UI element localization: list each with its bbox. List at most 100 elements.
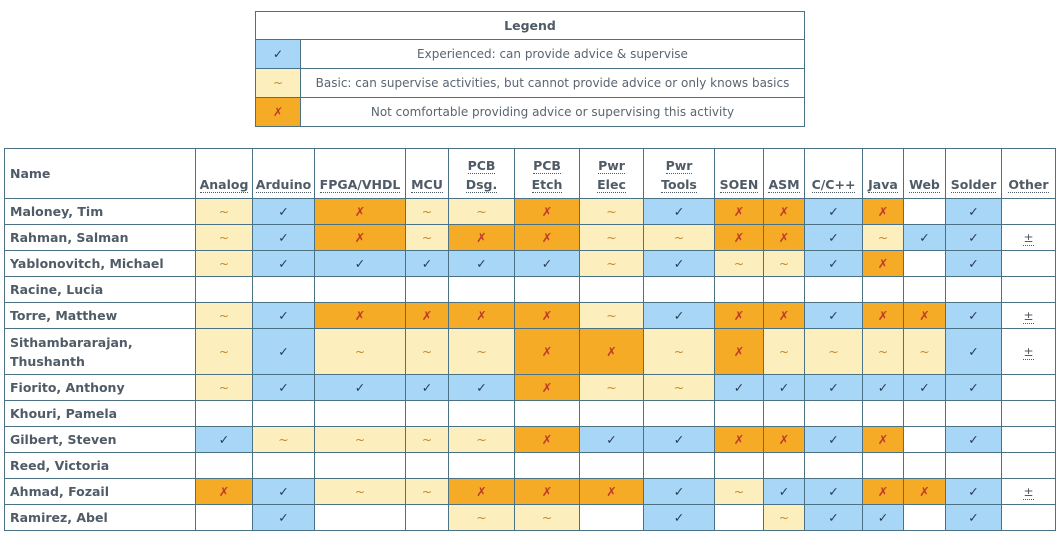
skill-cell-arduino-empty (252, 400, 315, 427)
skill-cell-soen-not-comfortable: ✗ (714, 198, 764, 225)
skill-cell-java-basic: ~ (862, 224, 904, 251)
skill-cell-web-not-comfortable: ✗ (903, 302, 946, 329)
column-header-label: Arduino (255, 177, 312, 193)
column-header-other[interactable]: Other (1001, 148, 1056, 199)
skill-cell-mcu-empty (405, 276, 449, 303)
skill-cell-pcbetch-not-comfortable: ✗ (514, 328, 580, 375)
legend-swatch-basic: ~ (255, 68, 301, 98)
other-skills-tooltip[interactable]: ± (1023, 485, 1034, 500)
column-header-pcbetch[interactable]: PCB Etch (514, 148, 580, 199)
skill-cell-soen-not-comfortable: ✗ (714, 426, 764, 453)
skill-cell-asm-basic: ~ (763, 250, 805, 277)
skill-cell-soen-experienced: ✓ (714, 374, 764, 401)
skill-cell-mcu-basic: ~ (405, 478, 449, 505)
column-header-solder[interactable]: Solder (945, 148, 1002, 199)
skill-cell-pcbetch-not-comfortable: ✗ (514, 426, 580, 453)
column-header-label: Analog (199, 177, 249, 193)
skill-cell-arduino-basic: ~ (252, 426, 315, 453)
other-skills-tooltip[interactable]: ± (1023, 309, 1034, 324)
member-name: Ramirez, Abel (4, 504, 196, 531)
skill-cell-mcu-empty (405, 452, 449, 479)
column-header-asm[interactable]: ASM (763, 148, 805, 199)
column-header-java[interactable]: Java (862, 148, 904, 199)
skill-cell-solder-empty (945, 400, 1002, 427)
skill-cell-analog-not-comfortable: ✗ (195, 478, 253, 505)
skill-cell-web-empty (903, 198, 946, 225)
skill-cell-mcu-empty (405, 504, 449, 531)
skill-cell-soen-basic: ~ (714, 250, 764, 277)
skill-cell-pwrelec-basic: ~ (579, 374, 644, 401)
skill-cell-solder-experienced: ✓ (945, 504, 1002, 531)
table-row: Gilbert, Steven ✓ ~ ~ ~ ~ ✗ ✓ ✓ ✗ ✗ ✓ ✗ ✓ (4, 426, 1056, 453)
member-name: Gilbert, Steven (4, 426, 196, 453)
column-header-ccpp[interactable]: C/C++ (804, 148, 863, 199)
skill-cell-asm-experienced: ✓ (763, 374, 805, 401)
skill-cell-analog-experienced: ✓ (195, 426, 253, 453)
skill-cell-asm-empty (763, 276, 805, 303)
column-header-label: Java (868, 177, 898, 193)
skill-cell-pcbetch-basic: ~ (514, 504, 580, 531)
column-header-pwrtools[interactable]: Pwr Tools (643, 148, 715, 199)
table-row: Maloney, Tim ~ ✓ ✗ ~ ~ ✗ ~ ✓ ✗ ✗ ✓ ✗ ✓ (4, 198, 1056, 225)
skill-cell-asm-basic: ~ (763, 328, 805, 375)
column-header-web[interactable]: Web (903, 148, 946, 199)
skill-cell-pcbetch-not-comfortable: ✗ (514, 198, 580, 225)
skill-cell-mcu-basic: ~ (405, 328, 449, 375)
skill-cell-pcbetch-not-comfortable: ✗ (514, 302, 580, 329)
column-header-mcu[interactable]: MCU (405, 148, 449, 199)
skill-cell-solder-experienced: ✓ (945, 302, 1002, 329)
column-header-fpga[interactable]: FPGA/VHDL (314, 148, 406, 199)
skill-cell-other-other[interactable]: ± (1001, 328, 1056, 375)
skill-cell-soen-empty (714, 452, 764, 479)
skill-cell-other-other[interactable]: ± (1001, 224, 1056, 251)
column-header-arduino[interactable]: Arduino (252, 148, 315, 199)
other-skills-tooltip[interactable]: ± (1023, 345, 1034, 360)
legend-swatch-not-comfortable: ✗ (255, 97, 301, 127)
skill-cell-pwrelec-empty (579, 276, 644, 303)
skill-cell-arduino-empty (252, 452, 315, 479)
column-header-pwrelec[interactable]: Pwr Elec (579, 148, 644, 199)
skill-cell-analog-empty (195, 276, 253, 303)
column-header-pcbdsg[interactable]: PCB Dsg. (448, 148, 515, 199)
skill-cell-web-experienced: ✓ (903, 374, 946, 401)
skill-cell-other-other[interactable]: ± (1001, 478, 1056, 505)
table-row: Ramirez, Abel ✓ ~ ~ ✓ ~ ✓ ✓ ✓ (4, 504, 1056, 531)
skill-cell-pwrtools-empty (643, 276, 715, 303)
skill-cell-other-other[interactable]: ± (1001, 302, 1056, 329)
skill-cell-analog-empty (195, 452, 253, 479)
skill-cell-analog-basic: ~ (195, 198, 253, 225)
skill-cell-pwrtools-empty (643, 400, 715, 427)
skill-cell-pwrelec-not-comfortable: ✗ (579, 328, 644, 375)
skill-cell-fpga-basic: ~ (314, 328, 406, 375)
skill-cell-web-empty (903, 504, 946, 531)
other-skills-tooltip[interactable]: ± (1023, 231, 1034, 246)
skill-cell-mcu-not-comfortable: ✗ (405, 302, 449, 329)
skill-cell-ccpp-experienced: ✓ (804, 198, 863, 225)
column-header-soen[interactable]: SOEN (714, 148, 764, 199)
skill-cell-ccpp-experienced: ✓ (804, 302, 863, 329)
skill-cell-pcbdsg-empty (448, 400, 515, 427)
skill-cell-pcbdsg-basic: ~ (448, 198, 515, 225)
skill-cell-java-not-comfortable: ✗ (862, 250, 904, 277)
skill-cell-solder-experienced: ✓ (945, 224, 1002, 251)
skill-cell-web-not-comfortable: ✗ (903, 478, 946, 505)
skill-cell-solder-experienced: ✓ (945, 198, 1002, 225)
column-header-label: C/C++ (811, 177, 856, 193)
skill-cell-pwrelec-basic: ~ (579, 224, 644, 251)
skill-cell-analog-basic: ~ (195, 374, 253, 401)
member-name: Racine, Lucia (4, 276, 196, 303)
skill-cell-pwrtools-experienced: ✓ (643, 302, 715, 329)
skill-cell-mcu-basic: ~ (405, 198, 449, 225)
skill-cell-ccpp-empty (804, 400, 863, 427)
skill-cell-mcu-basic: ~ (405, 426, 449, 453)
legend-swatch-experienced: ✓ (255, 39, 301, 69)
column-header-name: Name (4, 148, 196, 199)
skill-cell-pwrelec-basic: ~ (579, 198, 644, 225)
skill-cell-pcbdsg-experienced: ✓ (448, 374, 515, 401)
skill-cell-java-not-comfortable: ✗ (862, 426, 904, 453)
legend-table: Legend ✓ Experienced: can provide advice… (255, 11, 805, 127)
skill-cell-pwrelec-empty (579, 504, 644, 531)
skill-cell-fpga-empty (314, 452, 406, 479)
skill-cell-web-empty (903, 452, 946, 479)
column-header-analog[interactable]: Analog (195, 148, 253, 199)
